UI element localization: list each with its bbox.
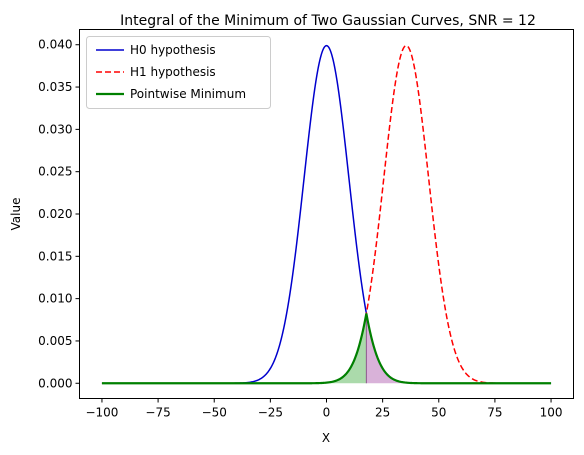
series-line-minimum <box>101 313 552 385</box>
legend: H0 hypothesis H1 hypothesis Pointwise Mi… <box>86 36 271 109</box>
y-tick-label: 0.015 <box>38 249 72 263</box>
x-axis-label: X <box>322 431 330 445</box>
y-tick-label: 0.040 <box>38 38 72 52</box>
x-tick-label: 0 <box>323 406 331 420</box>
y-tick-label: 0.035 <box>38 80 72 94</box>
fill-regions <box>304 313 450 384</box>
x-tick-label: −75 <box>145 406 170 420</box>
series-lines <box>101 44 552 385</box>
y-tick-label: 0.010 <box>38 292 72 306</box>
fill-left-of-crossing <box>304 313 367 384</box>
chart-title: Integral of the Minimum of Two Gaussian … <box>120 13 536 29</box>
y-axis-ticks: 0.000 0.005 0.010 0.015 0.020 0.025 0.030 0.035… <box>38 38 80 390</box>
x-tick-label: 100 <box>540 406 563 420</box>
y-tick-label: 0.000 <box>38 376 72 390</box>
y-tick-label: 0.020 <box>38 207 72 221</box>
x-axis-ticks: −100 −75 −50 −25 0 25 50 75 100 <box>85 398 563 420</box>
y-tick-label: 0.005 <box>38 334 72 348</box>
legend-label-h0: H0 hypothesis <box>130 43 216 57</box>
x-tick-label: 25 <box>375 406 390 420</box>
y-axis-label: Value <box>9 198 23 231</box>
y-tick-label: 0.030 <box>38 122 72 136</box>
legend-label-minimum: Pointwise Minimum <box>130 87 246 101</box>
legend-box <box>86 36 271 109</box>
x-tick-label: −100 <box>85 406 118 420</box>
legend-label-h1: H1 hypothesis <box>130 65 216 79</box>
x-tick-label: 50 <box>431 406 446 420</box>
x-tick-label: −25 <box>258 406 283 420</box>
x-tick-label: −50 <box>202 406 227 420</box>
fill-right-of-crossing <box>366 313 450 384</box>
plot-area: −100 −75 −50 −25 0 25 50 75 100 0.0000.0050.0100… <box>38 29 574 420</box>
x-tick-label: 75 <box>487 406 502 420</box>
y-tick-label: 0.025 <box>38 165 72 179</box>
